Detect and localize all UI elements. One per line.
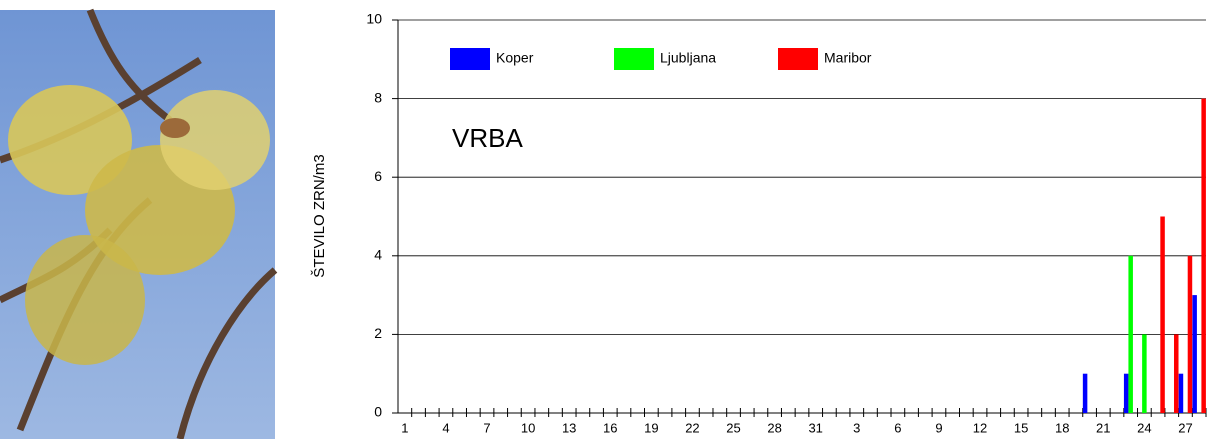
- x-tick-label: 7: [483, 420, 490, 435]
- x-tick-label: 15: [1014, 420, 1028, 435]
- bar: [1128, 255, 1133, 413]
- y-tick-label: 8: [374, 89, 382, 105]
- y-tick-label: 10: [366, 11, 382, 27]
- x-tick-label: 28: [767, 420, 781, 435]
- x-tick-label: 13: [562, 420, 576, 435]
- x-tick-label: 18: [1055, 420, 1069, 435]
- x-tick-label: 12: [973, 420, 987, 435]
- bar: [1123, 373, 1129, 413]
- x-tick-label: 27: [1178, 420, 1192, 435]
- annotation: VRBA: [452, 123, 523, 153]
- x-tick-label: 19: [644, 420, 658, 435]
- x-tick-label: 31: [808, 420, 822, 435]
- bar: [1174, 334, 1179, 413]
- x-tick-label: 4: [442, 420, 449, 435]
- x-tick-label: 25: [726, 420, 740, 435]
- x-tick-label: 3: [853, 420, 860, 435]
- x-tick-label: 6: [894, 420, 901, 435]
- y-tick-label: 4: [374, 247, 382, 263]
- legend-swatch: [450, 48, 490, 70]
- y-axis-label: ŠTEVILO ZRN/m3: [311, 154, 328, 277]
- y-tick-label: 0: [374, 404, 382, 420]
- bar: [1187, 255, 1193, 413]
- y-tick-label: 6: [374, 168, 382, 184]
- bar: [1142, 334, 1147, 413]
- x-tick-label: 22: [685, 420, 699, 435]
- x-tick-label: 10: [521, 420, 535, 435]
- y-tick-label: 2: [374, 325, 382, 341]
- bar: [1160, 216, 1165, 413]
- x-tick-label: 24: [1137, 420, 1151, 435]
- photo: [0, 8, 278, 439]
- bar: [1201, 98, 1206, 413]
- bar: [1178, 373, 1184, 413]
- legend-label: Maribor: [824, 50, 872, 66]
- x-tick-label: 21: [1096, 420, 1110, 435]
- legend-swatch: [778, 48, 818, 70]
- bar: [1082, 373, 1088, 413]
- legend-label: Ljubljana: [660, 50, 716, 66]
- x-tick-label: 1: [401, 420, 408, 435]
- legend-swatch: [614, 48, 654, 70]
- x-tick-label: 9: [935, 420, 942, 435]
- legend-label: Koper: [496, 50, 534, 66]
- x-tick-label: 16: [603, 420, 617, 435]
- bar: [1192, 295, 1197, 413]
